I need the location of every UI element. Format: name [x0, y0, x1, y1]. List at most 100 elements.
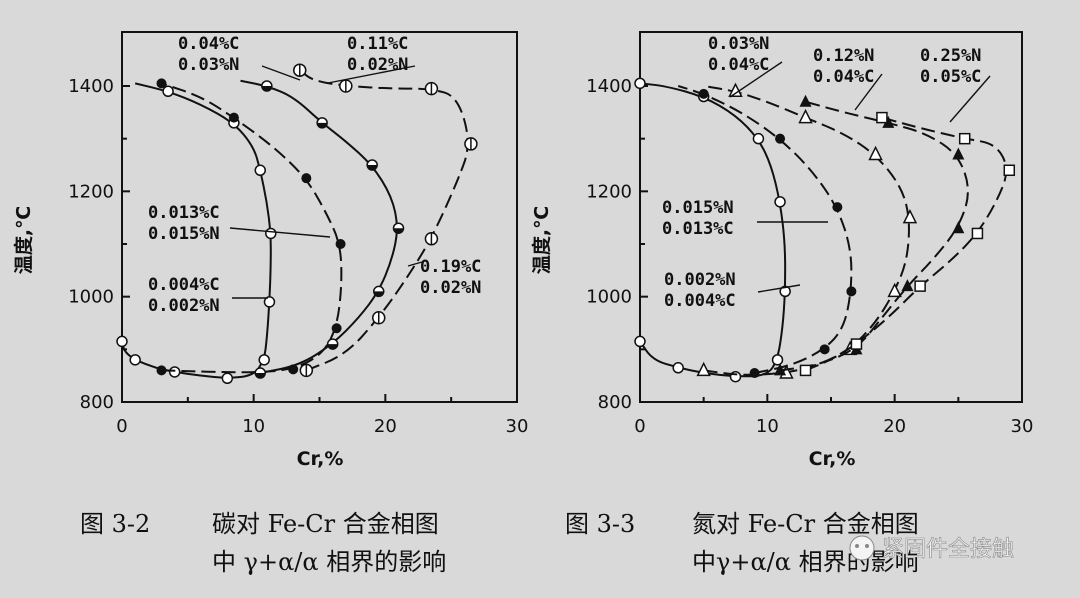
composition-label: 0.04%C: [708, 55, 769, 75]
x-tick-label: 30: [1011, 416, 1034, 437]
data-point-s1: [129, 354, 141, 366]
leader-line: [261, 65, 301, 81]
composition-label: 0.013%C: [662, 219, 734, 239]
composition-label: 0.02%N: [420, 278, 481, 298]
data-point-s1: [634, 77, 646, 90]
data-point-s2: [331, 323, 342, 334]
y-tick-label: 1200: [68, 181, 114, 202]
data-point-s1: [116, 335, 128, 348]
leader-line: [327, 65, 416, 84]
y-tick-label: 1200: [586, 181, 632, 202]
y-tick-label: 800: [598, 392, 632, 413]
composition-label: 0.12%N: [813, 46, 874, 66]
series-line-1: [639, 82, 787, 378]
wechat-icon-eye: [855, 544, 859, 548]
figure-caption-line2: 中γ+α/α 相界的影响: [692, 548, 919, 576]
data-point-s3: [728, 82, 743, 98]
data-point-s5: [799, 364, 812, 377]
data-point-s2: [335, 239, 346, 249]
x-tick-label: 20: [374, 416, 397, 437]
leader-line: [854, 73, 883, 111]
data-point-s1: [254, 164, 266, 177]
chart-panel-2: 0 10 20 30800100012001400Cr,%温度,℃0.03%N0.04…: [530, 31, 1034, 576]
data-point-s1: [162, 85, 174, 98]
series-line-2: [677, 85, 853, 375]
data-point-s2: [749, 368, 760, 379]
composition-label: 0.25%N: [920, 46, 981, 66]
x-tick-label: 10: [242, 416, 265, 437]
data-point-s5: [971, 227, 984, 240]
data-point-s3: [696, 361, 711, 377]
composition-label: 0.19%C: [420, 257, 481, 277]
data-point-s1: [774, 196, 786, 208]
data-point-s3: [367, 165, 378, 170]
data-point-s3: [393, 228, 404, 234]
figure-number: 图 3-2: [80, 510, 150, 538]
composition-label: 0.02%N: [347, 55, 408, 75]
composition-label: 0.05%C: [920, 67, 981, 87]
data-point-s2: [832, 202, 843, 213]
figure-caption-line1: 碳对 Fe-Cr 合金相图: [212, 510, 439, 538]
y-axis-label: 温度,℃: [530, 206, 553, 274]
data-point-s5: [914, 280, 926, 292]
composition-label: 0.004%C: [148, 275, 220, 295]
data-point-s3: [798, 108, 813, 124]
composition-label: 0.04%C: [813, 67, 874, 87]
data-point-s1: [258, 354, 270, 366]
data-point-s2: [846, 286, 857, 297]
x-tick-label: 20: [883, 416, 906, 437]
data-point-s3: [261, 86, 272, 91]
data-point-s4: [774, 363, 787, 376]
leader-line: [729, 61, 783, 98]
composition-label: 0.002%N: [664, 270, 736, 290]
figure-caption-line1: 氮对 Fe-Cr 合金相图: [692, 510, 919, 538]
data-point-s1: [263, 296, 276, 308]
data-point-s1: [672, 362, 684, 374]
data-point-s4: [901, 279, 914, 292]
y-axis-label: 温度,℃: [12, 206, 35, 274]
x-tick-label: 10: [756, 416, 779, 437]
y-tick-label: 1400: [586, 76, 632, 97]
data-point-s3: [373, 291, 384, 297]
data-point-s4: [882, 115, 895, 128]
composition-label: 0.03%N: [178, 55, 239, 75]
composition-label: 0.013%C: [148, 203, 220, 223]
data-point-s1: [265, 227, 277, 240]
data-point-s2: [156, 78, 167, 89]
data-point-s1: [771, 354, 784, 366]
leader-line: [757, 284, 801, 293]
watermark-text: 紧固件全接触: [882, 537, 1014, 562]
composition-label: 0.11%C: [347, 34, 408, 54]
data-point-s5: [850, 338, 863, 350]
wechat-icon: [849, 535, 875, 561]
data-point-s5: [1003, 164, 1016, 177]
x-axis-label: Cr,%: [297, 448, 344, 470]
x-tick-label: 0: [634, 416, 645, 437]
y-tick-label: 1000: [68, 287, 114, 308]
series-line-4: [779, 100, 969, 372]
data-point-s5: [958, 132, 971, 145]
data-point-s2: [698, 88, 709, 99]
data-point-s2: [301, 173, 312, 184]
data-point-s4: [952, 147, 965, 160]
series-line-5: [805, 116, 1008, 372]
watermark: 紧固件全接触: [849, 535, 1014, 562]
data-point-s3: [317, 122, 328, 128]
chart-panel-1: 0 10 20 30 800 1000 1200 1400 Cr,% 温度,℃ 0.04%C0.03…: [12, 31, 528, 576]
composition-label: 0.015%N: [148, 224, 220, 244]
data-point-s4: [799, 94, 812, 107]
leader-line: [407, 261, 423, 267]
data-point-s1: [221, 372, 234, 385]
data-point-s3: [255, 373, 266, 379]
data-point-s1: [634, 335, 646, 348]
wechat-icon-eye: [865, 544, 869, 548]
composition-label: 0.015%N: [662, 198, 734, 218]
data-point-s5: [876, 111, 888, 124]
composition-label: 0.04%C: [178, 34, 239, 54]
composition-label: 0.03%N: [708, 34, 769, 54]
data-point-s3: [868, 145, 883, 161]
data-point-s3: [887, 282, 902, 298]
figure-number: 图 3-3: [565, 510, 635, 538]
